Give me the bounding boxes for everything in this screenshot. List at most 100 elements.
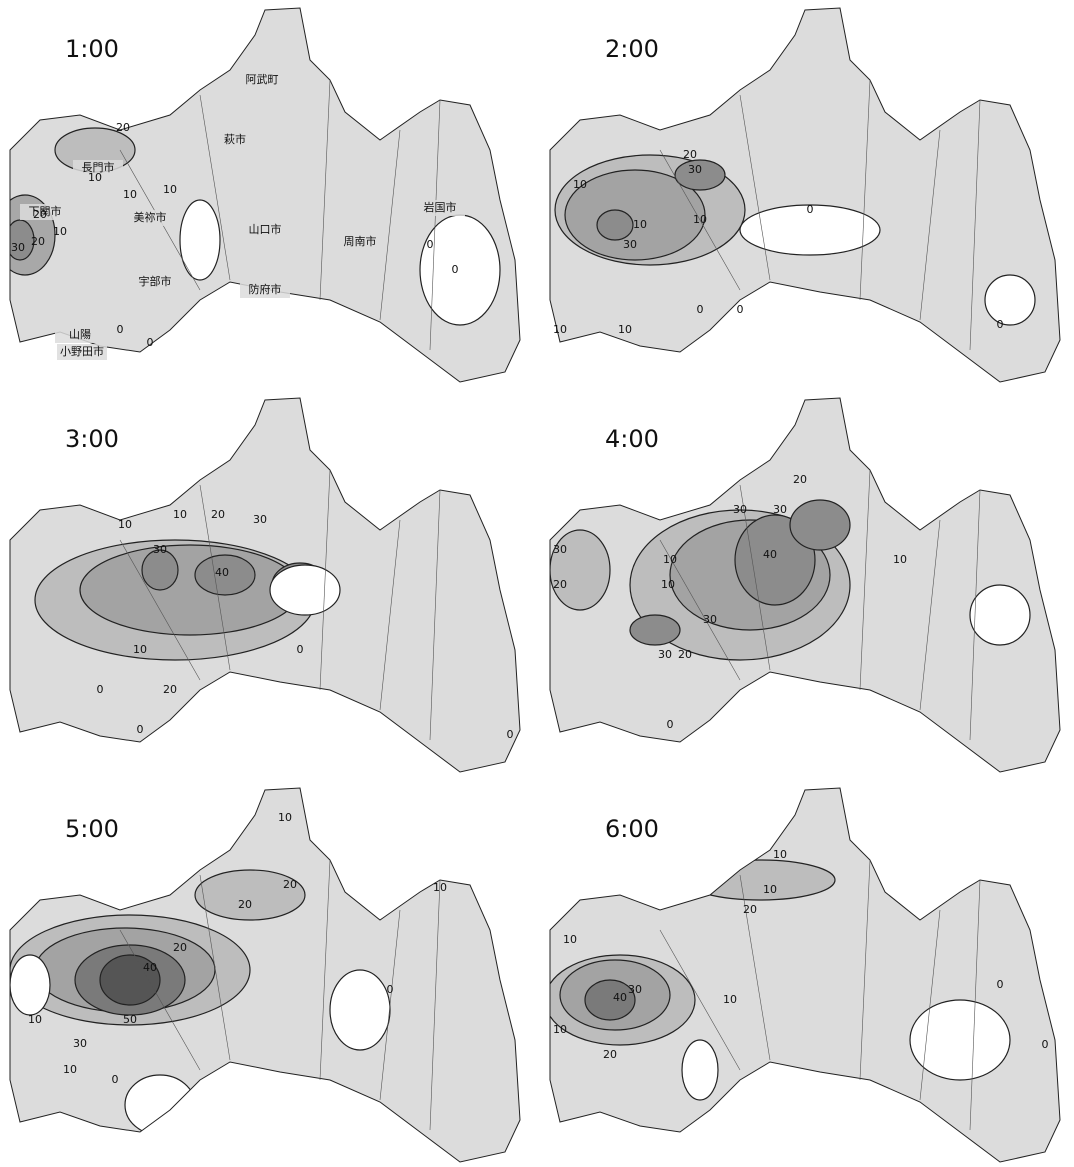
- contour-area: [270, 565, 340, 615]
- contour-label: 10: [693, 213, 707, 226]
- time-label: 5:00: [65, 815, 119, 843]
- contour-label: 0: [667, 718, 674, 731]
- city-label: 小野田市: [60, 344, 104, 358]
- contour-area: [790, 500, 850, 550]
- contour-label: 10: [563, 933, 577, 946]
- contour-label: 20: [211, 508, 225, 521]
- map-panel: 3:0010102030304010200000: [10, 398, 520, 772]
- time-label: 1:00: [65, 35, 119, 63]
- contour-label: 20: [678, 648, 692, 661]
- contour-label: 10: [763, 883, 777, 896]
- time-label: 2:00: [605, 35, 659, 63]
- contour-label: 10: [618, 323, 632, 336]
- contour-area: [330, 970, 390, 1050]
- contour-label: 10: [28, 1013, 42, 1026]
- city-label: 美祢市: [134, 210, 167, 224]
- contour-area: [985, 275, 1035, 325]
- region-fill: [10, 8, 520, 382]
- contour-label: 40: [613, 991, 627, 1004]
- contour-area: [682, 1040, 718, 1100]
- city-label: 阿武町: [246, 73, 279, 86]
- time-label: 6:00: [605, 815, 659, 843]
- city-label: 山口市: [249, 222, 282, 236]
- contour-label: 0: [1042, 1038, 1049, 1051]
- contour-label: 10: [123, 188, 137, 201]
- contour-label: 30: [773, 503, 787, 516]
- contour-label: 10: [173, 508, 187, 521]
- city-label: 宇部市: [139, 274, 172, 288]
- contour-label: 30: [253, 513, 267, 526]
- contour-label: 10: [118, 518, 132, 531]
- city-label: 山陽: [69, 328, 91, 341]
- contour-label: 0: [997, 318, 1004, 331]
- contour-label: 0: [112, 1073, 119, 1086]
- contour-label: 10: [63, 1063, 77, 1076]
- contour-label: 30: [628, 983, 642, 996]
- contour-area: [180, 200, 220, 280]
- contour-label: 0: [507, 728, 514, 741]
- contour-label: 0: [697, 303, 704, 316]
- map-panel: 1:00阿武町萩市長門市下関市美祢市山口市周南市岩国市宇部市防府市山陽小野田市2…: [0, 8, 520, 382]
- contour-label: 20: [603, 1048, 617, 1061]
- contour-label: 10: [773, 848, 787, 861]
- city-label: 萩市: [224, 132, 246, 146]
- contour-label: 10: [573, 178, 587, 191]
- contour-area: [550, 530, 610, 610]
- contour-label: 20: [163, 683, 177, 696]
- contour-label: 0: [297, 643, 304, 656]
- contour-label: 40: [763, 548, 777, 561]
- contour-label: 10: [893, 553, 907, 566]
- contour-label: 0: [117, 323, 124, 336]
- contour-label: 20: [683, 148, 697, 161]
- contour-label: 0: [452, 263, 459, 276]
- contour-label: 10: [553, 323, 567, 336]
- time-label: 4:00: [605, 425, 659, 453]
- contour-area: [10, 955, 50, 1015]
- city-label: 防府市: [249, 282, 282, 296]
- contour-label: 20: [283, 878, 297, 891]
- contour-label: 0: [737, 303, 744, 316]
- contour-label: 30: [703, 613, 717, 626]
- contour-area: [420, 215, 500, 325]
- contour-label: 10: [723, 993, 737, 1006]
- contour-label: 10: [553, 1023, 567, 1036]
- contour-label: 10: [433, 881, 447, 894]
- contour-label: 20: [33, 208, 47, 221]
- contour-area: [630, 615, 680, 645]
- contour-label: 40: [215, 566, 229, 579]
- contour-area: [970, 585, 1030, 645]
- contour-label: 30: [553, 543, 567, 556]
- contour-label: 20: [238, 898, 252, 911]
- contour-label: 10: [133, 643, 147, 656]
- time-label: 3:00: [65, 425, 119, 453]
- contour-label: 30: [688, 163, 702, 176]
- contour-label: 40: [143, 961, 157, 974]
- contour-label: 30: [733, 503, 747, 516]
- contour-label: 20: [793, 473, 807, 486]
- contour-area: [910, 1000, 1010, 1080]
- contour-label: 20: [553, 578, 567, 591]
- contour-label: 0: [807, 203, 814, 216]
- contour-label: 0: [387, 983, 394, 996]
- contour-label: 10: [88, 171, 102, 184]
- contour-label: 30: [11, 241, 25, 254]
- contour-label: 30: [658, 648, 672, 661]
- contour-label: 20: [743, 903, 757, 916]
- figure: 1:00阿武町萩市長門市下関市美祢市山口市周南市岩国市宇部市防府市山陽小野田市2…: [0, 0, 1074, 1167]
- contour-area: [685, 860, 835, 900]
- contour-label: 20: [173, 941, 187, 954]
- contour-label: 30: [153, 543, 167, 556]
- city-label: 周南市: [344, 234, 377, 248]
- map-panel: 2:0010203010301000100010: [550, 8, 1060, 382]
- contour-label: 10: [663, 553, 677, 566]
- contour-label: 0: [147, 336, 154, 349]
- map-panel: 4:00 10 20 30 30 40 30 30 20 10 20 30 10 0: [550, 398, 1060, 772]
- contour-label: 10: [278, 811, 292, 824]
- contour-label: 0: [137, 723, 144, 736]
- contour-label: 10: [661, 578, 675, 591]
- contour-label: 0: [427, 238, 434, 251]
- contour-label: 30: [623, 238, 637, 251]
- contour-label: 20: [31, 235, 45, 248]
